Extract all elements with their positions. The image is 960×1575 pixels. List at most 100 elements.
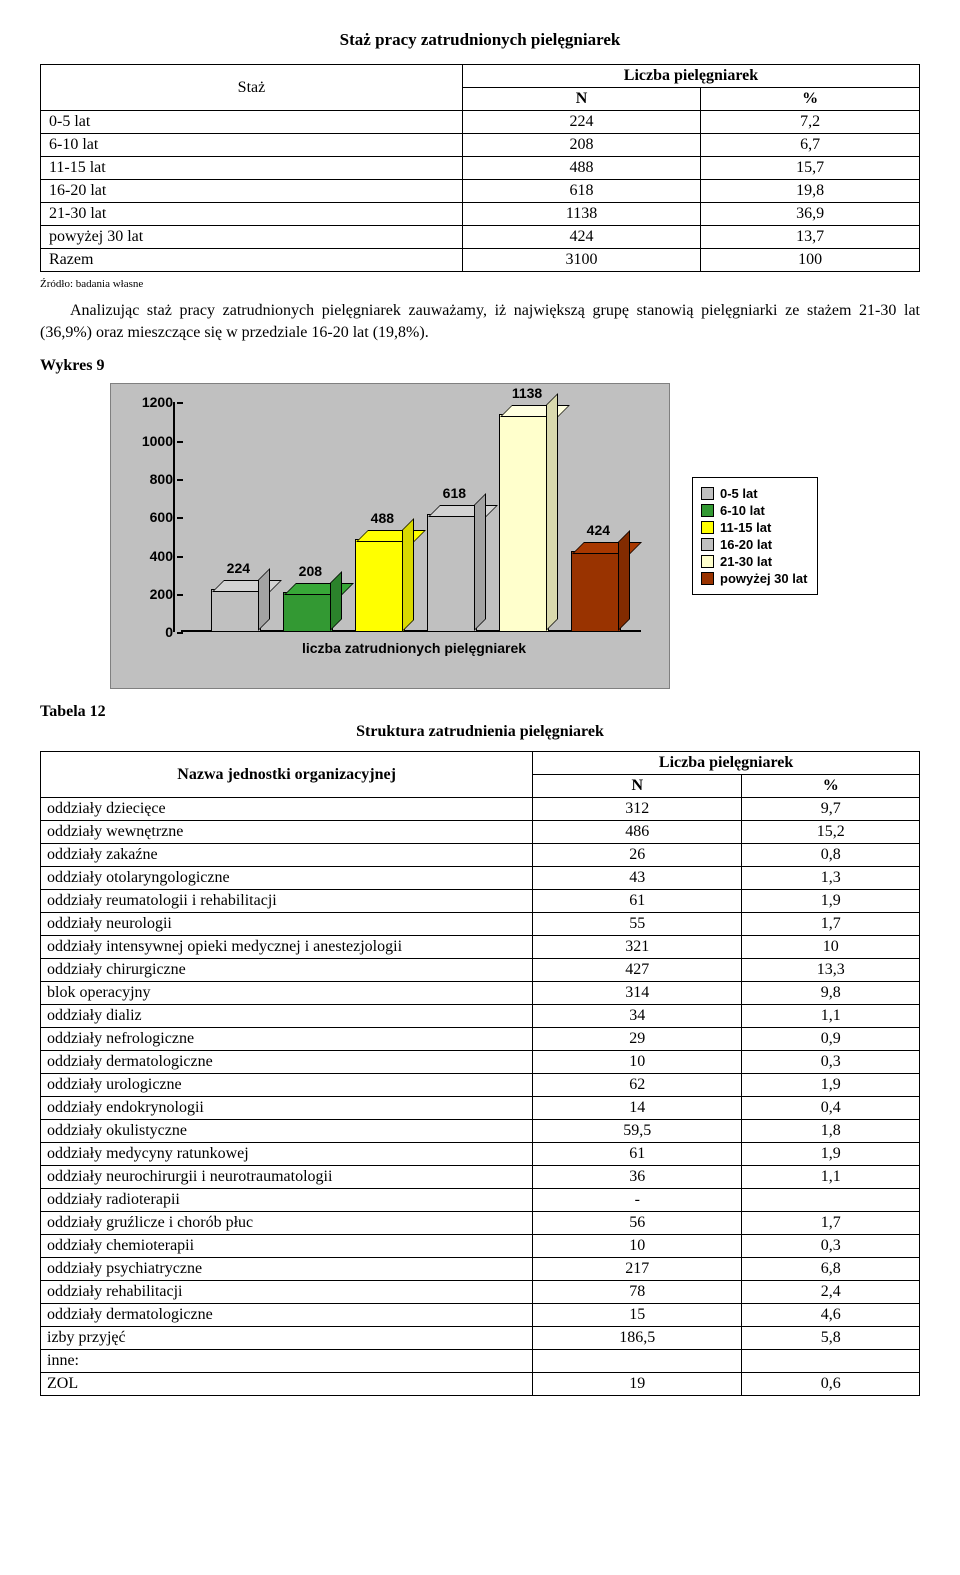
cell-n: 62 xyxy=(533,1074,742,1097)
cell-p: 6,8 xyxy=(742,1258,920,1281)
cell-label: 6-10 lat xyxy=(41,134,463,157)
cell-n: 224 xyxy=(462,111,700,134)
table-row: oddziały neurologii551,7 xyxy=(41,913,920,936)
cell-n: 314 xyxy=(533,982,742,1005)
cell-label: oddziały zakaźne xyxy=(41,844,533,867)
legend-swatch xyxy=(701,538,714,551)
y-tick: 800 xyxy=(133,471,173,487)
table-row: oddziały radioterapii- xyxy=(41,1189,920,1212)
cell-label: blok operacyjny xyxy=(41,982,533,1005)
table-row: oddziały medycyny ratunkowej611,9 xyxy=(41,1143,920,1166)
bar: 424 xyxy=(571,551,621,632)
table-row: oddziały chemioterapii100,3 xyxy=(41,1235,920,1258)
y-tick: 200 xyxy=(133,586,173,602)
cell-label: oddziały dziecięce xyxy=(41,798,533,821)
cell-n: 10 xyxy=(533,1235,742,1258)
cell-label: oddziały neurologii xyxy=(41,913,533,936)
cell-n: 14 xyxy=(533,1097,742,1120)
y-tick: 1200 xyxy=(133,394,173,410)
cell-n: 19 xyxy=(533,1373,742,1396)
cell-p: 4,6 xyxy=(742,1304,920,1327)
table-row: oddziały reumatologii i rehabilitacji611… xyxy=(41,890,920,913)
analysis-paragraph: Analizując staż pracy zatrudnionych piel… xyxy=(40,300,920,343)
cell-p: 15,2 xyxy=(742,821,920,844)
table-row: izby przyjęć186,55,8 xyxy=(41,1327,920,1350)
table-row: oddziały dializ341,1 xyxy=(41,1005,920,1028)
legend-item: 16-20 lat xyxy=(701,537,807,552)
cell-label: oddziały dermatologiczne xyxy=(41,1304,533,1327)
cell-n: 1138 xyxy=(462,203,700,226)
cell-label: 11-15 lat xyxy=(41,157,463,180)
cell-p: 100 xyxy=(701,249,920,272)
bar-label: 424 xyxy=(587,522,610,538)
cell-label: Razem xyxy=(41,249,463,272)
table-row: 0-5 lat2247,2 xyxy=(41,111,920,134)
table-row: 6-10 lat2086,7 xyxy=(41,134,920,157)
cell-p: 5,8 xyxy=(742,1327,920,1350)
cell-label: oddziały dializ xyxy=(41,1005,533,1028)
y-tick: 1000 xyxy=(133,433,173,449)
cell-label: oddziały urologiczne xyxy=(41,1074,533,1097)
chart-x-title: liczba zatrudnionych pielęgniarek xyxy=(181,640,647,656)
cell-p: 0,6 xyxy=(742,1373,920,1396)
cell-label: ZOL xyxy=(41,1373,533,1396)
table2-title: Struktura zatrudnienia pielęgniarek xyxy=(40,723,920,741)
cell-label: inne: xyxy=(41,1350,533,1373)
table-row: 21-30 lat113836,9 xyxy=(41,203,920,226)
table-row: inne: xyxy=(41,1350,920,1373)
cell-p: 1,9 xyxy=(742,1143,920,1166)
table-row: oddziały rehabilitacji782,4 xyxy=(41,1281,920,1304)
bar: 208 xyxy=(283,592,333,632)
cell-p: 13,3 xyxy=(742,959,920,982)
cell-p: 2,4 xyxy=(742,1281,920,1304)
cell-label: oddziały endokrynologii xyxy=(41,1097,533,1120)
legend-swatch xyxy=(701,521,714,534)
legend-label: 21-30 lat xyxy=(720,554,772,569)
cell-n: 427 xyxy=(533,959,742,982)
cell-p xyxy=(742,1189,920,1212)
table-row: oddziały dziecięce3129,7 xyxy=(41,798,920,821)
cell-n: 61 xyxy=(533,890,742,913)
y-tick: 600 xyxy=(133,509,173,525)
cell-n: 10 xyxy=(533,1051,742,1074)
bar: 618 xyxy=(427,514,477,632)
legend-label: 11-15 lat xyxy=(720,520,771,535)
cell-p xyxy=(742,1350,920,1373)
cell-n: 3100 xyxy=(462,249,700,272)
cell-n: 488 xyxy=(462,157,700,180)
table-row: oddziały zakaźne260,8 xyxy=(41,844,920,867)
bar-label: 1138 xyxy=(512,385,542,401)
table-row: oddziały urologiczne621,9 xyxy=(41,1074,920,1097)
legend-swatch xyxy=(701,555,714,568)
cell-label: oddziały gruźlicze i chorób płuc xyxy=(41,1212,533,1235)
bar: 488 xyxy=(355,539,405,633)
table-row: oddziały dermatologiczne154,6 xyxy=(41,1304,920,1327)
cell-label: oddziały radioterapii xyxy=(41,1189,533,1212)
legend-item: 11-15 lat xyxy=(701,520,807,535)
table-row: oddziały psychiatryczne2176,8 xyxy=(41,1258,920,1281)
table-row: oddziały endokrynologii140,4 xyxy=(41,1097,920,1120)
cell-p: 1,9 xyxy=(742,1074,920,1097)
legend-swatch xyxy=(701,572,714,585)
cell-n: 78 xyxy=(533,1281,742,1304)
cell-label: oddziały psychiatryczne xyxy=(41,1258,533,1281)
y-tick: 0 xyxy=(133,624,173,640)
legend-label: powyżej 30 lat xyxy=(720,571,807,586)
table-row: oddziały chirurgiczne42713,3 xyxy=(41,959,920,982)
cell-label: oddziały wewnętrzne xyxy=(41,821,533,844)
cell-p: 10 xyxy=(742,936,920,959)
cell-p: 1,7 xyxy=(742,913,920,936)
table-row: oddziały otolaryngologiczne431,3 xyxy=(41,867,920,890)
cell-p: 0,4 xyxy=(742,1097,920,1120)
cell-p: 1,9 xyxy=(742,890,920,913)
t2-col-header-span: Liczba pielęgniarek xyxy=(533,752,920,775)
cell-label: powyżej 30 lat xyxy=(41,226,463,249)
bar: 1138 xyxy=(499,414,549,632)
cell-n: 486 xyxy=(533,821,742,844)
cell-n: 208 xyxy=(462,134,700,157)
legend-item: powyżej 30 lat xyxy=(701,571,807,586)
bar-label: 618 xyxy=(443,485,466,501)
cell-label: oddziały medycyny ratunkowej xyxy=(41,1143,533,1166)
cell-label: 21-30 lat xyxy=(41,203,463,226)
table-row: 11-15 lat48815,7 xyxy=(41,157,920,180)
